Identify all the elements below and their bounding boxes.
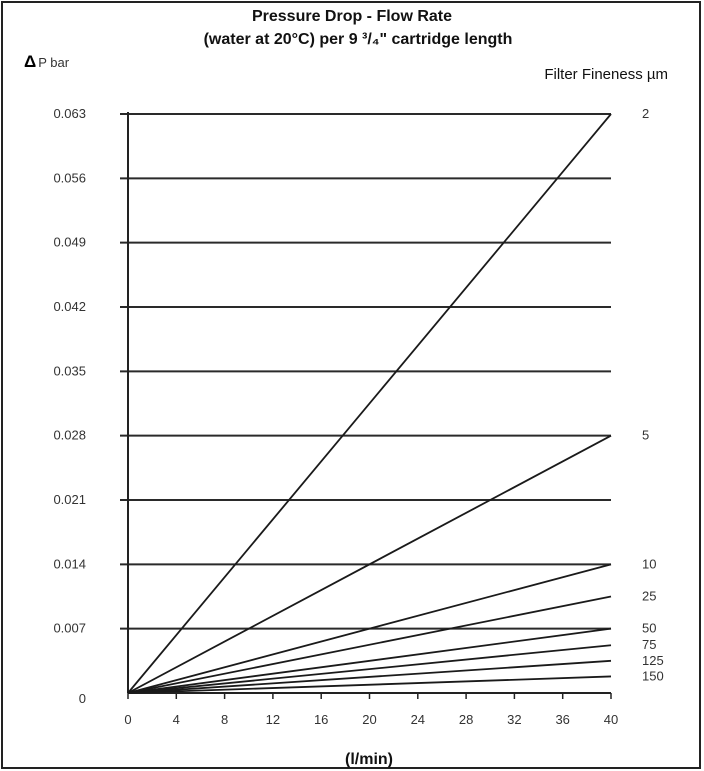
y-tick-label: 0.063: [53, 106, 86, 121]
y-tick-label: 0.021: [53, 492, 86, 507]
series-header: Filter Fineness µm: [544, 66, 668, 83]
series-label-50: 50: [642, 621, 656, 636]
chart-title-line2: (water at 20°C) per 9 ³/₄" cartridge len…: [204, 31, 513, 48]
x-tick-label: 36: [555, 712, 569, 727]
y-tick-label: 0.056: [53, 170, 86, 185]
series-line-50: [127, 627, 612, 694]
series-line-150: [127, 675, 612, 694]
y-tick-label: 0.014: [53, 556, 86, 571]
series-line-10: [127, 563, 612, 694]
series-layer: [127, 113, 612, 694]
x-tick-label: 4: [173, 712, 180, 727]
x-tick-label: 40: [604, 712, 618, 727]
series-label-150: 150: [642, 668, 664, 683]
series-line-2: [127, 113, 612, 694]
y-tick-label: 0: [79, 691, 86, 706]
series-line-75: [127, 644, 612, 694]
axis-layer: [127, 112, 612, 699]
series-label-25: 25: [642, 589, 656, 604]
y-tick-label: 0.028: [53, 428, 86, 443]
y-tick-label: 0.042: [53, 299, 86, 314]
series-line-5: [127, 434, 612, 694]
delta-symbol: Δ: [24, 52, 36, 71]
y-tick-label: 0.049: [53, 235, 86, 250]
series-label-5: 5: [642, 428, 649, 443]
y-tick-label: 0.007: [53, 621, 86, 636]
series-label-75: 75: [642, 637, 656, 652]
series-label-125: 125: [642, 653, 664, 668]
series-label-2: 2: [642, 106, 649, 121]
x-tick-label: 12: [266, 712, 280, 727]
y-axis-label-text: P bar: [38, 55, 70, 70]
chart-title-line1: Pressure Drop - Flow Rate: [252, 8, 452, 25]
x-tick-label: 0: [124, 712, 131, 727]
x-tick-label: 28: [459, 712, 473, 727]
x-tick-label: 16: [314, 712, 328, 727]
y-tick-label: 0.035: [53, 363, 86, 378]
series-line-25: [127, 595, 612, 694]
label-layer: 0 0.007 0.014 0.021 0.028 0.035 0.042 0.049 0.05…: [53, 106, 663, 727]
x-tick-label: 8: [221, 712, 228, 727]
series-line-125: [127, 659, 612, 694]
series-label-10: 10: [642, 556, 656, 571]
x-tick-label: 24: [411, 712, 425, 727]
grid-layer: [120, 113, 611, 630]
x-axis-label: (l/min): [345, 751, 393, 768]
x-tick-label: 20: [362, 712, 376, 727]
x-tick-label: 32: [507, 712, 521, 727]
